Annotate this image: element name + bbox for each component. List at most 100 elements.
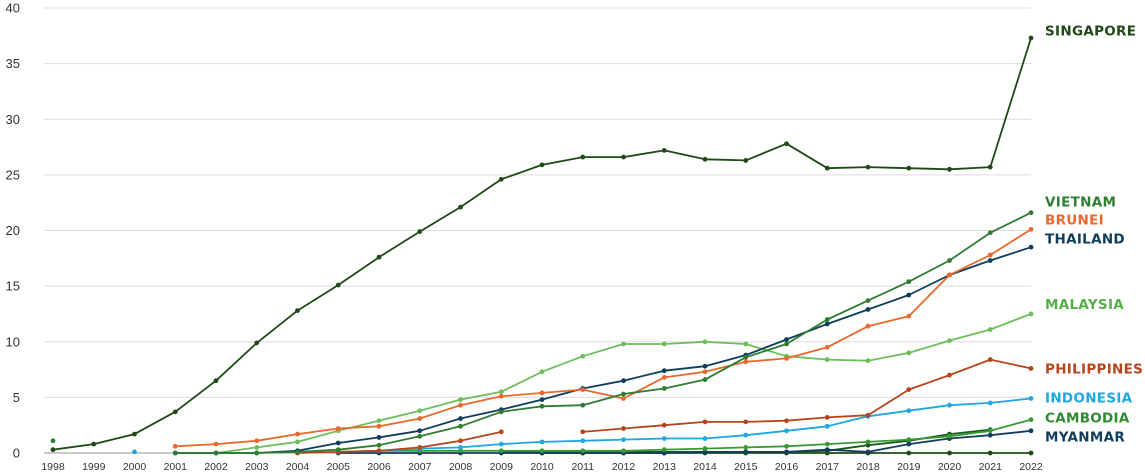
data-point	[1028, 35, 1034, 41]
data-point	[254, 438, 260, 444]
data-point	[743, 359, 749, 365]
data-point	[947, 402, 952, 408]
data-point	[743, 419, 749, 425]
y-tick-label: 35	[6, 56, 20, 71]
data-point	[987, 252, 993, 258]
data-point	[580, 387, 586, 392]
data-point	[539, 397, 545, 402]
data-point	[824, 447, 830, 453]
data-point	[539, 369, 545, 375]
data-point	[254, 445, 260, 450]
data-point	[580, 402, 586, 408]
x-tick-label: 2005	[327, 461, 351, 473]
data-point	[702, 377, 708, 382]
y-axis-ticks: 0 5 10 15 20 25 30 35 40	[6, 1, 20, 461]
data-point	[580, 154, 586, 160]
data-point	[1028, 450, 1034, 456]
series-label-myanmar: MYANMAR	[1045, 429, 1125, 445]
data-point	[172, 409, 178, 415]
data-point	[417, 408, 423, 414]
data-point	[539, 439, 545, 445]
data-point	[1028, 244, 1034, 250]
x-tick-label: 1998	[41, 461, 65, 473]
data-point	[702, 436, 708, 441]
data-point	[987, 450, 993, 456]
data-point	[987, 230, 993, 236]
data-point	[743, 432, 749, 438]
data-point	[335, 282, 341, 288]
x-tick-label: 2001	[164, 461, 188, 473]
data-point	[743, 445, 749, 450]
x-tick-label: 2012	[612, 461, 636, 473]
series-label-philippines: PHILIPPINES	[1045, 361, 1143, 377]
data-point	[335, 426, 341, 431]
data-point	[824, 357, 830, 362]
data-point	[702, 339, 708, 345]
data-point	[458, 204, 463, 210]
data-point	[621, 154, 626, 160]
series-brunei	[172, 226, 1034, 449]
data-point	[458, 438, 463, 444]
data-point	[498, 409, 504, 415]
data-point	[865, 298, 871, 303]
data-point	[498, 393, 504, 399]
x-tick-label: 2004	[286, 461, 310, 473]
x-tick-label: 2019	[897, 461, 921, 473]
data-point	[784, 337, 789, 342]
data-point	[865, 307, 871, 312]
data-point	[865, 442, 871, 448]
data-point	[702, 363, 708, 369]
data-point	[824, 165, 830, 171]
data-point	[702, 419, 708, 425]
data-point	[661, 386, 667, 391]
data-point	[702, 449, 708, 455]
x-tick-label: 2008	[449, 461, 473, 473]
data-point	[580, 353, 586, 359]
x-tick-label: 2014	[693, 461, 717, 473]
y-tick-label: 20	[6, 223, 20, 238]
data-point	[213, 441, 219, 447]
data-point	[661, 148, 667, 153]
data-point	[865, 323, 871, 329]
data-point	[621, 426, 626, 431]
gridlines	[44, 7, 1031, 454]
x-axis-ticks: 1998 1999 2000 2001 2002 2003 2004 2005 2006 2007…	[41, 461, 1043, 473]
x-tick-label: 2015	[734, 461, 758, 473]
data-point	[458, 445, 463, 450]
data-point	[824, 321, 830, 327]
series-line	[338, 397, 1032, 453]
series-singapore	[50, 35, 1034, 453]
x-tick-label: 2022	[1019, 461, 1043, 473]
data-point	[132, 449, 137, 455]
data-point	[987, 357, 993, 362]
data-point	[743, 341, 749, 347]
data-point	[91, 441, 97, 447]
x-tick-label: 2017	[816, 461, 840, 473]
data-point	[580, 429, 586, 435]
data-point	[824, 344, 830, 350]
series-myanmar	[335, 428, 1034, 456]
data-point	[784, 428, 789, 434]
y-tick-label: 15	[6, 279, 20, 294]
data-point	[376, 423, 382, 429]
data-point	[743, 158, 749, 163]
data-point	[987, 400, 993, 406]
data-point	[824, 423, 830, 429]
data-point	[621, 448, 626, 454]
data-point	[132, 431, 137, 437]
data-point	[824, 441, 830, 447]
data-point	[50, 447, 56, 453]
x-tick-label: 1999	[82, 461, 106, 473]
data-point	[498, 389, 504, 395]
series-vietnam	[50, 210, 1034, 456]
x-tick-label: 2002	[204, 461, 228, 473]
x-tick-label: 2003	[245, 461, 269, 473]
data-point	[458, 423, 463, 429]
data-point	[458, 416, 463, 421]
data-point	[376, 435, 382, 440]
data-point	[947, 272, 952, 278]
data-point	[947, 258, 952, 263]
data-point	[621, 391, 626, 397]
